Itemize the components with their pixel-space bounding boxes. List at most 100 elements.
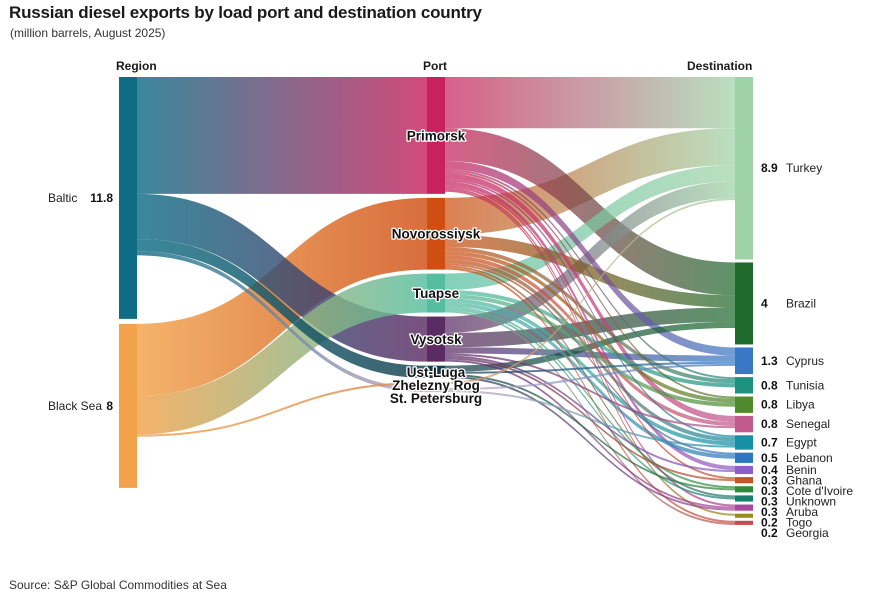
- destination-node-senegal: [735, 415, 753, 433]
- flow-tuapse-egypt: [445, 298, 735, 446]
- port-destination-flows: [445, 77, 735, 525]
- flow-primorsk-senegal: [445, 173, 735, 423]
- flow-baltic-st-petersburg: [137, 251, 427, 393]
- labels: Baltic 11.8 Black Sea 8 Primorsk Novorossiysk…: [48, 127, 853, 540]
- region-label-baltic: Baltic: [48, 191, 77, 205]
- flow-black-sea-tuapse: [137, 273, 427, 435]
- flow-primorsk-aruba: [445, 187, 735, 507]
- flow-baltic-ust-luga: [137, 238, 427, 378]
- flow-zhelezny-rog-turkey: [445, 197, 735, 384]
- flow-st-petersburg-egypt: [445, 390, 735, 448]
- destination-value-cote-d-ivoire: 0.3: [761, 484, 778, 498]
- destination-label-libya: Libya: [786, 398, 815, 412]
- column-header-destination: Destination: [687, 59, 753, 73]
- flow-novorossiysk-unknown: [445, 265, 735, 498]
- destination-node-ghana: [735, 477, 753, 484]
- destination-node-turkey: [735, 77, 753, 260]
- flow-primorsk-togo: [445, 189, 735, 516]
- port-label-primorsk: Primorsk: [407, 128, 466, 143]
- destination-label-ghana: Ghana: [786, 474, 822, 488]
- port-node-tuapse: [427, 273, 445, 313]
- flow-tuapse-tunisia: [445, 290, 735, 388]
- flow-black-sea-zhelezny-rog: [137, 381, 427, 437]
- port-label-zhelezny-rog: Zhelezny Rog: [392, 378, 480, 393]
- destination-value-aruba: 0.3: [761, 505, 778, 519]
- flow-novorossiysk-georgia: [445, 267, 735, 523]
- region-label-black-sea: Black Sea: [48, 399, 102, 413]
- destination-value-unknown: 0.3: [761, 495, 778, 509]
- source-note: Source: S&P Global Commodities at Sea: [9, 578, 227, 592]
- flow-baltic-primorsk: [137, 77, 427, 194]
- flow-tuapse-georgia: [445, 310, 735, 525]
- destination-label-lebanon: Lebanon: [786, 451, 833, 465]
- destination-label-cote-d-ivoire: Cote d'Ivoire: [786, 484, 853, 498]
- destination-value-senegal: 0.8: [761, 417, 778, 431]
- flow-primorsk-tunisia: [445, 169, 735, 380]
- port-node-ust-luga: [427, 365, 445, 378]
- destination-value-turkey: 8.9: [761, 161, 778, 175]
- chart-title: Russian diesel exports by load port and …: [9, 3, 482, 22]
- port-node-primorsk: [427, 77, 445, 194]
- port-node-novorossiysk: [427, 197, 445, 270]
- destination-node-libya: [735, 396, 753, 413]
- destination-value-tunisia: 0.8: [761, 378, 778, 392]
- flow-vysotsk-cyprus: [445, 347, 735, 362]
- destination-node-brazil: [735, 262, 753, 345]
- port-node-st-petersburg: [427, 388, 445, 393]
- destination-label-georgia: Georgia: [786, 526, 829, 540]
- flow-primorsk-egypt: [445, 179, 735, 438]
- destination-value-ghana: 0.3: [761, 474, 778, 488]
- flow-ust-luga-aruba: [445, 375, 735, 511]
- flow-ust-luga-cyprus: [445, 361, 735, 374]
- flow-tuapse-libya: [445, 294, 735, 407]
- flow-novorossiysk-brazil: [445, 234, 735, 308]
- port-label-novorossiysk: Novorossiysk: [392, 227, 481, 242]
- destination-node-tunisia: [735, 377, 753, 394]
- destination-value-georgia: 0.2: [761, 526, 778, 540]
- destination-value-lebanon: 0.5: [761, 451, 778, 465]
- destination-value-egypt: 0.7: [761, 435, 778, 449]
- flow-primorsk-brazil: [445, 128, 735, 296]
- destination-value-libya: 0.8: [761, 398, 778, 412]
- destination-label-tunisia: Tunisia: [786, 378, 825, 392]
- port-label-st-petersburg: St. Petersburg: [390, 391, 482, 406]
- port-node-zhelezny-rog: [427, 381, 445, 384]
- flow-novorossiysk-libya: [445, 251, 735, 403]
- destination-label-aruba: Aruba: [786, 505, 818, 519]
- flow-vysotsk-benin: [445, 355, 735, 473]
- destination-label-brazil: Brazil: [786, 296, 816, 310]
- flow-ust-luga-cote-d-ivoire: [445, 373, 735, 491]
- destination-node-lebanon: [735, 452, 753, 463]
- destination-label-senegal: Senegal: [786, 417, 830, 431]
- flow-tuapse-unknown: [445, 308, 735, 500]
- region-port-flows: [137, 77, 427, 437]
- destination-node-georgia: [735, 520, 753, 525]
- column-header-region: Region: [116, 59, 157, 73]
- destination-value-togo: 0.2: [761, 516, 778, 530]
- destination-node-cyprus: [735, 347, 753, 375]
- flow-tuapse-cote-d-ivoire: [445, 306, 735, 489]
- destination-label-egypt: Egypt: [786, 435, 817, 449]
- region-value-black-sea: 8: [106, 399, 113, 413]
- destination-node-togo: [735, 513, 753, 518]
- port-label-tuapse: Tuapse: [413, 286, 460, 301]
- flow-novorossiysk-lebanon: [445, 263, 735, 455]
- region-node-baltic: [119, 77, 137, 319]
- destination-label-turkey: Turkey: [786, 161, 822, 175]
- destination-value-cyprus: 1.3: [761, 354, 778, 368]
- region-value-baltic: 11.8: [90, 191, 113, 205]
- flow-vysotsk-senegal: [445, 353, 735, 429]
- destination-node-egypt: [735, 435, 753, 450]
- nodes: [119, 77, 753, 525]
- destination-value-brazil: 4: [761, 296, 768, 310]
- destination-node-unknown: [735, 495, 753, 502]
- destination-node-cote-d-ivoire: [735, 486, 753, 493]
- port-label-ust-luga: Ust-Luga: [407, 365, 466, 380]
- destination-value-benin: 0.4: [761, 463, 778, 477]
- destination-label-togo: Togo: [786, 516, 812, 530]
- flow-novorossiysk-tunisia: [445, 247, 735, 384]
- column-header-port: Port: [423, 59, 447, 73]
- destination-node-benin: [735, 465, 753, 475]
- flow-primorsk-ghana: [445, 185, 735, 480]
